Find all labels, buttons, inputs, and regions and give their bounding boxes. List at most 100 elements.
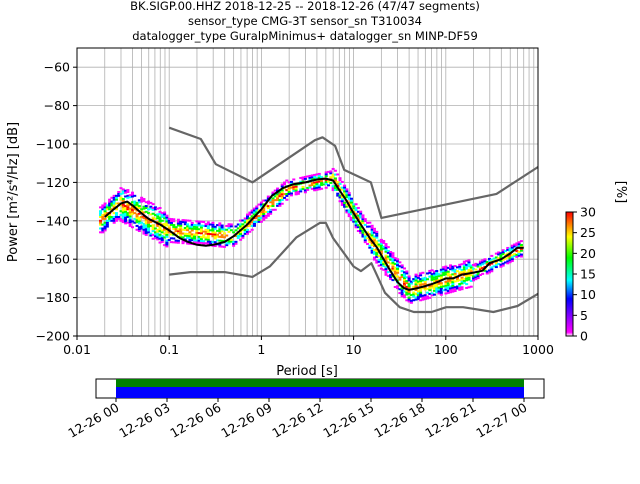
histogram-cell — [170, 220, 174, 223]
histogram-cell — [400, 289, 404, 292]
histogram-cell — [172, 225, 176, 228]
histogram-cell — [273, 195, 277, 198]
histogram-cell — [416, 274, 420, 277]
histogram-cell — [467, 263, 471, 266]
histogram-cell — [393, 274, 397, 277]
histogram-cell — [287, 189, 291, 192]
histogram-cell — [444, 271, 448, 274]
histogram-cell — [384, 254, 388, 257]
histogram-cell — [465, 263, 469, 266]
histogram-cell — [276, 189, 280, 192]
histogram-cell — [354, 222, 358, 225]
histogram-cell — [225, 244, 229, 247]
histogram-cell — [306, 175, 310, 178]
histogram-cell — [421, 298, 425, 301]
histogram-cell — [193, 241, 197, 244]
histogram-cell — [382, 268, 386, 271]
histogram-cell — [121, 205, 125, 208]
histogram-cell — [105, 225, 109, 228]
histogram-cell — [501, 262, 505, 265]
histogram-cell — [370, 224, 374, 227]
histogram-cell — [474, 274, 478, 277]
histogram-cell — [310, 176, 314, 179]
histogram-cell — [112, 198, 116, 201]
histogram-cell — [315, 186, 319, 189]
histogram-cell — [308, 184, 312, 187]
histogram-cell — [124, 220, 128, 223]
histogram-cell — [165, 224, 169, 227]
histogram-cell — [384, 248, 388, 251]
histogram-cell — [426, 291, 430, 294]
histogram-cell — [243, 232, 247, 235]
histogram-cell — [181, 219, 185, 222]
histogram-cell — [112, 196, 116, 199]
histogram-cell — [114, 196, 118, 199]
histogram-cell — [105, 206, 109, 209]
histogram-cell — [101, 223, 105, 226]
histogram-cell — [130, 220, 134, 223]
histogram-cell — [474, 276, 478, 279]
histogram-cell — [430, 284, 434, 287]
histogram-cell — [462, 264, 466, 267]
histogram-cell — [126, 189, 130, 192]
histogram-cell — [147, 208, 151, 211]
histogram-cell — [356, 214, 360, 217]
histogram-cell — [124, 212, 128, 215]
histogram-cell — [197, 232, 201, 235]
histogram-cell — [179, 222, 183, 225]
histogram-cell — [137, 230, 141, 233]
histogram-cell — [236, 236, 240, 239]
histogram-cell — [110, 200, 114, 203]
histogram-cell — [444, 292, 448, 295]
histogram-cell — [416, 294, 420, 297]
histogram-cell — [269, 205, 273, 208]
histogram-cell — [213, 233, 217, 236]
histogram-cell — [179, 226, 183, 229]
title-line-2: sensor_type CMG-3T sensor_sn T310034 — [188, 14, 422, 28]
histogram-cell — [151, 230, 155, 233]
histogram-cell — [400, 270, 404, 273]
histogram-cell — [327, 170, 331, 173]
histogram-cell — [405, 282, 409, 285]
histogram-cell — [121, 190, 125, 193]
histogram-cell — [112, 219, 116, 222]
histogram-cell — [137, 228, 141, 231]
histogram-cell — [271, 197, 275, 200]
histogram-cell — [354, 226, 358, 229]
histogram-cell — [472, 279, 476, 282]
histogram-cell — [478, 262, 482, 265]
histogram-cell — [112, 206, 116, 209]
histogram-cell — [465, 271, 469, 274]
histogram-cell — [193, 223, 197, 226]
histogram-cell — [497, 253, 501, 256]
histogram-cell — [193, 225, 197, 228]
histogram-cell — [156, 207, 160, 210]
histogram-cell — [372, 235, 376, 238]
histogram-cell — [218, 239, 222, 242]
histogram-cell — [490, 258, 494, 261]
histogram-cell — [315, 173, 319, 176]
histogram-cell — [449, 279, 453, 282]
histogram-cell — [101, 217, 105, 220]
histogram-cell — [506, 256, 510, 259]
histogram-cell — [472, 277, 476, 280]
histogram-cell — [283, 196, 287, 199]
histogram-cell — [439, 291, 443, 294]
histogram-cell — [377, 243, 381, 246]
histogram-cell — [423, 294, 427, 297]
histogram-cell — [269, 208, 273, 211]
histogram-cell — [232, 231, 236, 234]
histogram-cell — [324, 171, 328, 174]
histogram-cell — [144, 220, 148, 223]
histogram-cell — [246, 230, 250, 233]
histogram-cell — [259, 205, 263, 208]
histogram-cell — [266, 197, 270, 200]
histogram-cell — [379, 261, 383, 264]
x-tick-label: 100 — [434, 342, 458, 357]
histogram-cell — [149, 207, 153, 210]
histogram-cell — [234, 240, 238, 243]
histogram-cell — [428, 292, 432, 295]
histogram-cell — [435, 279, 439, 282]
histogram-cell — [186, 223, 190, 226]
histogram-cell — [108, 202, 112, 205]
